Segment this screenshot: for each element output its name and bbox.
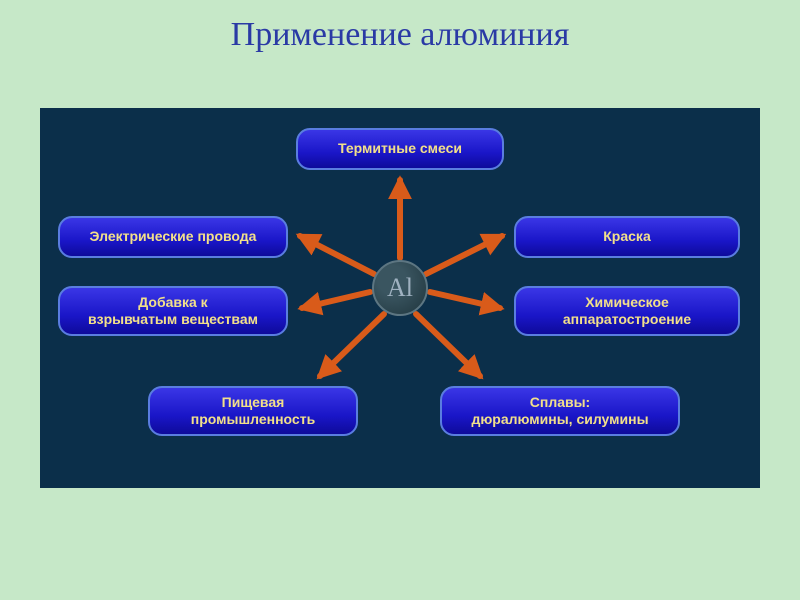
arrow-5 [320,314,384,376]
center-label: Al [387,273,413,303]
box-food: Пищевая промышленность [148,386,358,436]
box-paint: Краска [514,216,740,258]
box-chemapp: Химическое аппаратостроение [514,286,740,336]
box-label: Добавка к взрывчатым веществам [88,294,258,329]
box-label: Химическое аппаратостроение [563,294,691,329]
box-explosives: Добавка к взрывчатым веществам [58,286,288,336]
box-label: Электрические провода [90,228,257,246]
box-label: Сплавы: дюралюмины, силумины [471,394,648,429]
box-alloys: Сплавы: дюралюмины, силумины [440,386,680,436]
arrow-6 [416,314,480,376]
center-node: Al [372,260,428,316]
box-thermite: Термитные смеси [296,128,504,170]
page: Применение алюминия Al Термитные смеси Эл… [0,0,800,600]
box-label: Краска [603,228,650,246]
box-label: Термитные смеси [338,140,462,158]
arrow-4 [430,292,500,308]
arrow-3 [302,292,370,308]
arrow-2 [426,236,502,274]
box-wires: Электрические провода [58,216,288,258]
box-label: Пищевая промышленность [191,394,315,429]
diagram-panel: Al Термитные смеси Электрические провода К… [40,108,760,488]
arrow-1 [300,236,374,274]
page-title: Применение алюминия [0,16,800,54]
